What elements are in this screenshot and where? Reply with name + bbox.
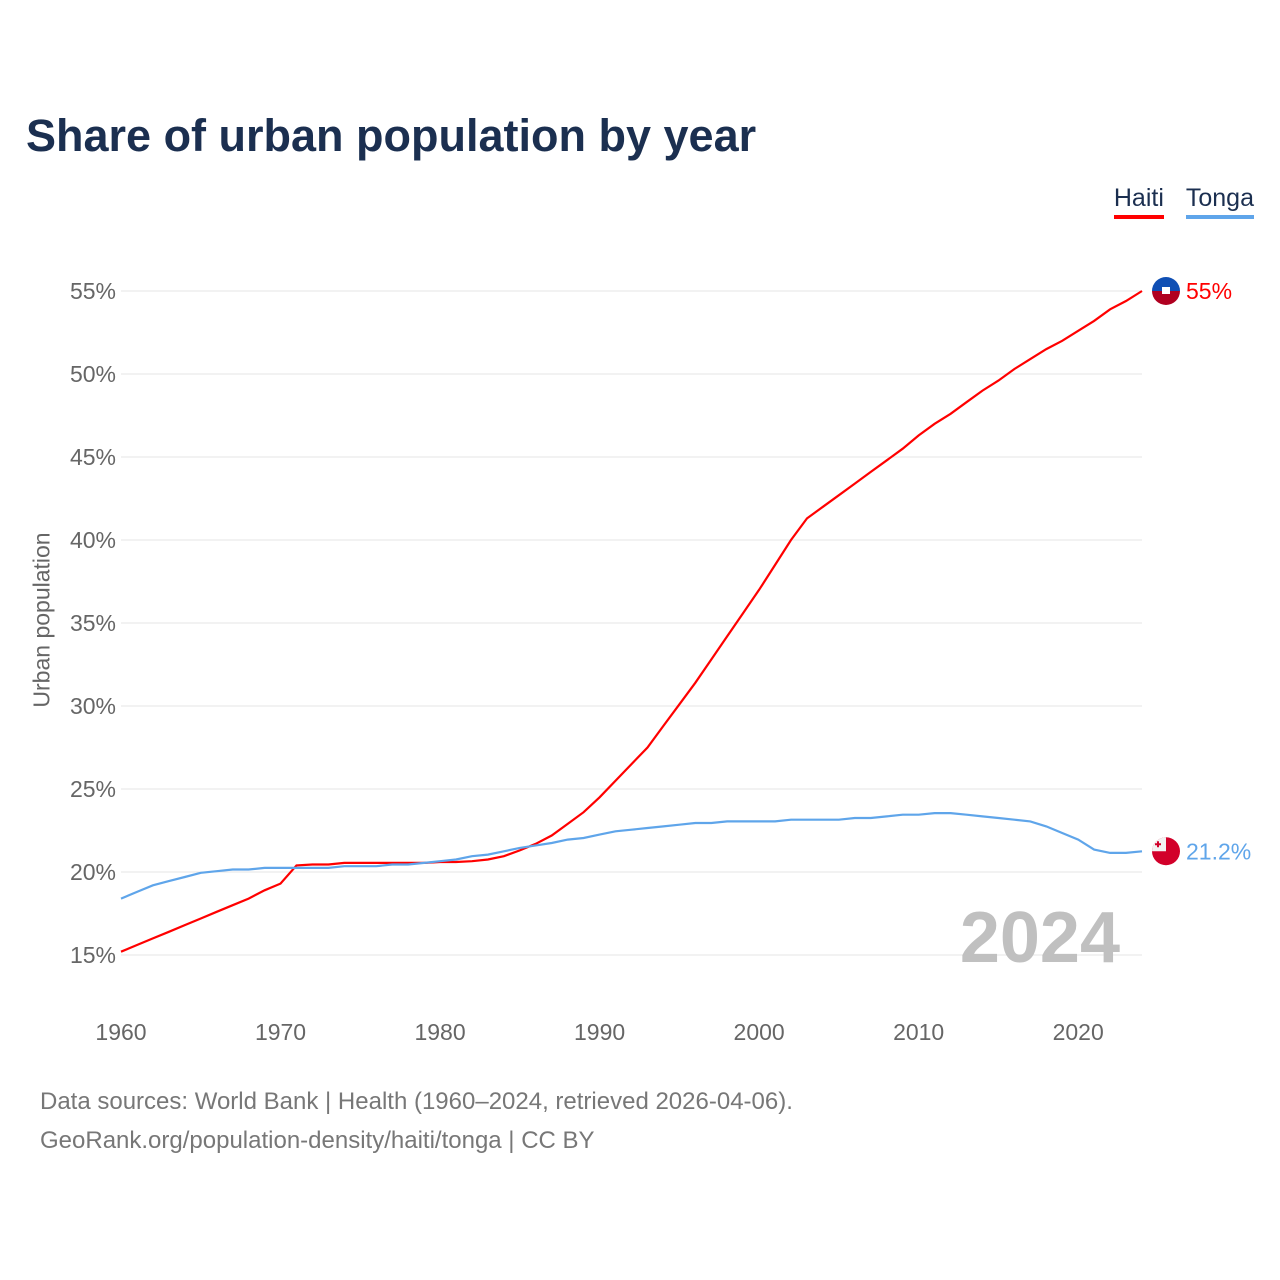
- end-label-tonga: 21.2%: [1186, 838, 1251, 864]
- y-tick-label: 50%: [70, 361, 116, 387]
- haiti-flag-icon: [1152, 277, 1180, 305]
- tonga-flag-icon: [1152, 837, 1180, 866]
- x-tick-label: 1960: [95, 1019, 146, 1045]
- y-tick-label: 15%: [70, 942, 116, 968]
- y-tick-label: 30%: [70, 693, 116, 719]
- chart-title: Share of urban population by year: [26, 110, 757, 161]
- x-tick-label: 2020: [1053, 1019, 1104, 1045]
- x-tick-label: 2000: [734, 1019, 785, 1045]
- source-line-1: Data sources: World Bank | Health (1960–…: [40, 1088, 793, 1115]
- y-tick-label: 40%: [70, 527, 116, 553]
- y-tick-label: 35%: [70, 610, 116, 636]
- x-tick-label: 1970: [255, 1019, 306, 1045]
- x-tick-label: 1980: [414, 1019, 465, 1045]
- year-watermark: 2024: [960, 898, 1120, 978]
- series-line-tonga: [120, 811, 1143, 900]
- y-tick-label: 25%: [70, 776, 116, 802]
- y-tick-label: 55%: [70, 278, 116, 304]
- series-line-haiti: [120, 290, 1143, 953]
- x-tick-label: 1990: [574, 1019, 625, 1045]
- source-line-2[interactable]: GeoRank.org/population-density/haiti/ton…: [40, 1127, 595, 1154]
- legend-tonga[interactable]: Tonga: [1185, 184, 1254, 219]
- end-label-haiti: 55%: [1186, 278, 1232, 304]
- legend: Haiti Tonga: [1113, 184, 1254, 219]
- x-tick-label: 2010: [893, 1019, 944, 1045]
- y-tick-label: 45%: [70, 444, 116, 470]
- y-tick-label: 20%: [70, 859, 116, 885]
- legend-haiti[interactable]: Haiti: [1113, 184, 1164, 219]
